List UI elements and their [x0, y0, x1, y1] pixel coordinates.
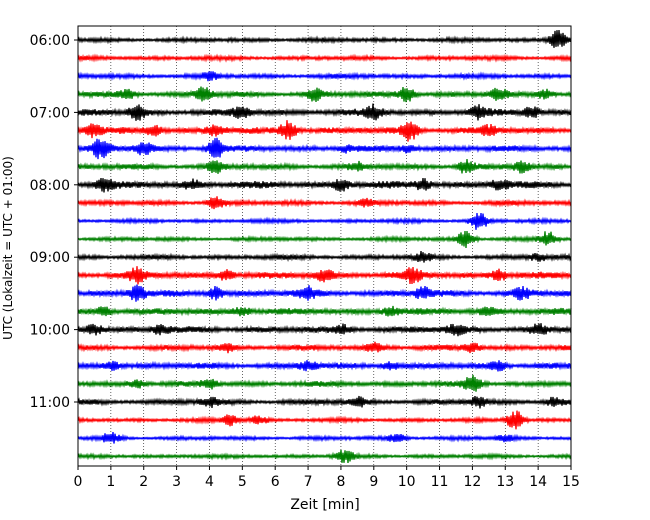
x-tick-label: 7 [304, 474, 313, 490]
trace-0630 [77, 71, 572, 82]
trace-0715 [77, 120, 572, 142]
y-axis-label: UTC (Lokalzeit = UTC + 01:00) [1, 156, 15, 340]
trace-0915 [77, 266, 572, 285]
trace-0815 [77, 196, 572, 210]
x-tick-label: 2 [139, 474, 148, 490]
x-tick-label: 10 [398, 474, 416, 490]
x-tick-label: 9 [369, 474, 378, 490]
trace-0700 [77, 103, 572, 121]
x-tick-label: 15 [562, 474, 580, 490]
x-tick-label: 3 [172, 474, 181, 490]
trace-0930 [77, 284, 572, 302]
y-tick-label: 09:00 [30, 250, 70, 266]
x-tick-label: 4 [205, 474, 214, 490]
trace-0745 [77, 159, 572, 174]
trace-0945 [77, 305, 572, 317]
vertical-grid [110, 26, 539, 466]
y-tick-label: 11:00 [30, 395, 70, 411]
x-tick-label: 8 [336, 474, 345, 490]
trace-0800 [77, 177, 572, 193]
trace-1045 [77, 374, 572, 392]
x-tick-label: 6 [271, 474, 280, 490]
x-tick-label: 12 [463, 474, 481, 490]
y-tick-label: 08:00 [30, 178, 70, 194]
x-tick-label: 13 [496, 474, 514, 490]
y-tick-label: 10:00 [30, 323, 70, 339]
x-axis: 0 1 2 3 4 5 6 7 8 9 10 11 12 13 14 15 [74, 466, 580, 490]
trace-0900 [77, 251, 572, 263]
plot-frame [77, 25, 572, 467]
x-tick-label: 5 [238, 474, 247, 490]
x-tick-label: 0 [74, 474, 83, 490]
trace-1130 [77, 432, 572, 444]
x-axis-label: Zeit [min] [290, 497, 359, 513]
trace-0845 [77, 230, 572, 249]
y-tick-label: 06:00 [30, 33, 70, 49]
trace-1030 [77, 360, 572, 372]
x-tick-label: 11 [431, 474, 449, 490]
trace-0645 [77, 86, 572, 103]
trace-1000 [77, 323, 572, 337]
x-tick-label: 1 [106, 474, 115, 490]
x-tick-label: 14 [529, 474, 547, 490]
trace-0615 [77, 53, 572, 63]
trace-1015 [77, 341, 572, 354]
seismic-traces [77, 30, 572, 464]
y-axis: 06:00 07:00 08:00 09:00 10:00 11:00 [30, 33, 78, 411]
trace-1145 [77, 449, 572, 464]
trace-1100 [77, 395, 572, 409]
trace-0730 [77, 137, 572, 160]
y-tick-label: 07:00 [30, 105, 70, 121]
trace-0600 [77, 30, 572, 48]
trace-0830 [77, 213, 572, 230]
trace-1115 [77, 410, 572, 430]
